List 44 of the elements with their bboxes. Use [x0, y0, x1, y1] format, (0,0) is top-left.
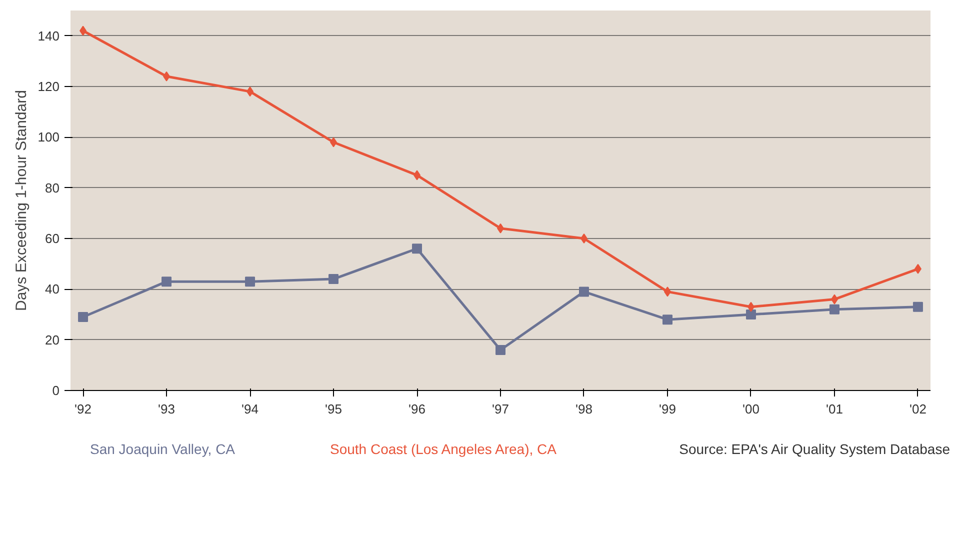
point — [245, 276, 256, 287]
point — [914, 264, 922, 274]
y-tick-label: 40 — [45, 282, 60, 297]
point — [829, 304, 840, 314]
text: San Joaquin Valley, CA — [90, 440, 236, 459]
x-tick-label: '94 — [242, 402, 258, 416]
point — [747, 302, 754, 312]
x-tick-label: '93 — [158, 402, 175, 416]
point — [578, 286, 589, 297]
point — [414, 170, 421, 180]
y-tick-label: 80 — [45, 180, 60, 196]
y-tick-label: 140 — [38, 28, 60, 44]
text: South Coast (Los Angeles Area), CA — [330, 440, 556, 459]
point — [162, 276, 172, 287]
point — [662, 314, 672, 325]
x-tick-label: '98 — [576, 402, 592, 416]
y-tick-label: 0 — [52, 383, 60, 398]
point — [163, 71, 170, 82]
x-tick-label: '99 — [659, 402, 676, 416]
x-tick-label: '97 — [492, 402, 509, 416]
x-tick-label: '95 — [325, 402, 342, 416]
point — [330, 137, 338, 148]
point — [328, 274, 339, 284]
point — [664, 286, 671, 297]
point — [830, 294, 838, 304]
y-tick-label: 100 — [38, 130, 60, 145]
y-tick-label: 20 — [45, 332, 60, 348]
x-tick-label: '92 — [74, 402, 92, 416]
point — [78, 312, 88, 322]
point — [246, 86, 254, 97]
y-tick-label: 60 — [45, 231, 60, 246]
source-note: Source: EPA's Air Quality System Database — [679, 440, 950, 459]
point — [80, 26, 87, 36]
point — [496, 344, 506, 355]
x-tick-label: '96 — [408, 402, 426, 416]
x-tick-label: '02 — [910, 402, 926, 416]
x-tick-label: '01 — [826, 402, 843, 416]
point — [412, 244, 422, 254]
y-axis-title: Days Exceeding 1-hour Standard — [12, 90, 30, 311]
point — [746, 310, 756, 320]
y-tick-label: 120 — [38, 79, 60, 94]
x-tick-label: '00 — [742, 402, 760, 416]
point — [912, 302, 923, 312]
point — [580, 234, 588, 244]
